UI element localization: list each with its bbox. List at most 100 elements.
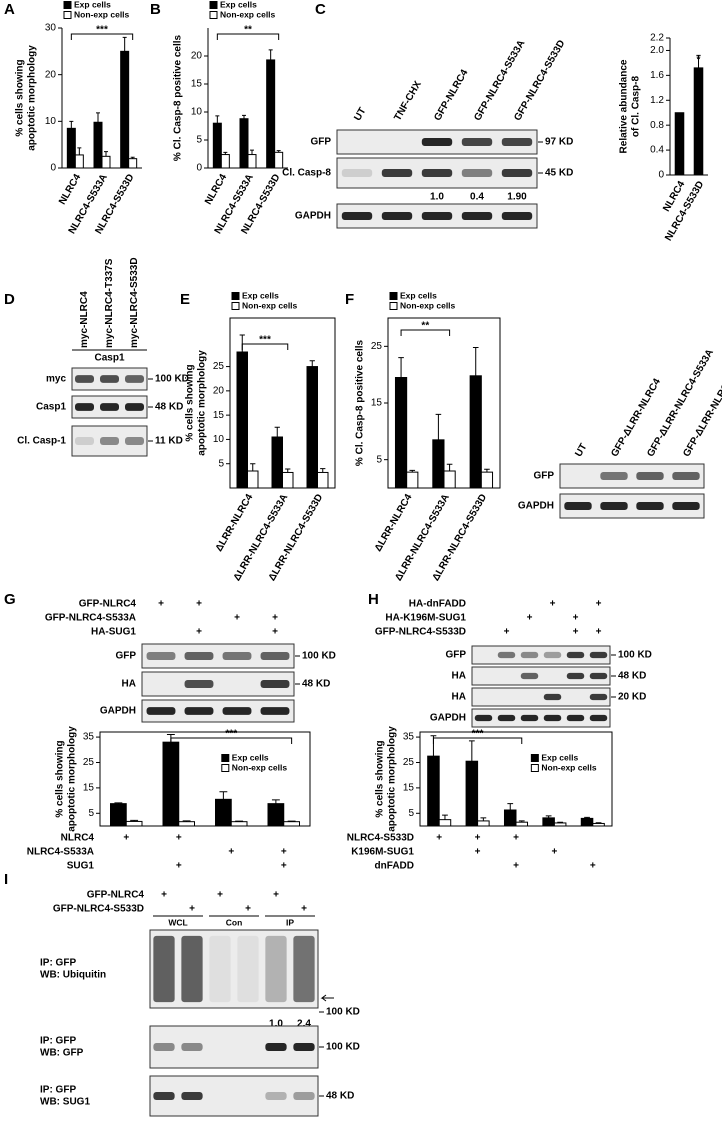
blot-band [600,472,628,480]
group-label: WCL [168,917,187,927]
group-label: IP [286,917,294,927]
legend-swatch [63,1,72,9]
bar [274,151,284,169]
y-axis-label: % cells showing [55,740,66,817]
marker-label: 11 KD [155,436,183,447]
blot-band [222,707,252,715]
blot-band [181,1092,203,1100]
y-tick-label: 1.6 [650,70,664,81]
error-bar [219,791,228,800]
condition-mark: + [590,861,596,872]
y-tick-label: 20 [45,69,57,80]
blot-band [497,651,516,659]
legend-label: Exp cells [541,752,578,762]
y-tick-label: 0 [658,170,664,181]
blot-band [75,403,94,411]
blot-band [293,935,315,1003]
quant-label: 1.0 [430,192,444,203]
row-label: GAPDH [295,211,331,222]
treatment-mark: + [596,627,602,638]
bar [282,471,294,489]
marker-label: 100 KD [618,650,652,661]
error-bar [250,463,256,471]
treatment-mark: + [234,613,240,624]
error-bar [235,820,244,822]
error-bar [468,740,475,762]
error-bar [122,36,127,52]
condition-mark: + [228,847,234,858]
treatment-label: HA-dnFADD [409,599,466,610]
plot-frame [99,731,311,827]
legend-label: Non-exp cells [541,762,597,772]
blot-band [125,375,144,383]
y-tick-label: 25 [371,341,383,352]
blot-band [501,212,533,220]
legend-swatch [530,754,539,762]
error-bar [507,803,514,810]
row-label: IP: GFP [40,1036,76,1047]
legend-swatch [389,292,398,300]
row-label: myc [46,374,66,385]
panel-label: E [180,291,190,308]
row-label: GAPDH [518,501,554,512]
treatment-mark: + [217,890,223,901]
header-label: Casp1 [94,353,124,364]
condition-mark: + [176,861,182,872]
error-bar [518,820,525,823]
quant-label: 1.0 [269,1019,283,1030]
legend-label: Non-exp cells [74,9,130,19]
y-axis-label: apoptotic morphology [197,350,208,456]
condition-label: SUG1 [67,861,95,872]
blot-band [636,502,664,510]
y-axis-label: apoptotic morphology [67,726,78,832]
y-tick-label: 0.8 [650,120,664,131]
marker-label: 45 KD [545,168,573,179]
legend-label: Exp cells [220,0,257,9]
y-axis-label: apoptotic morphology [27,45,38,151]
lane-label: TNF-CHX [392,79,424,123]
condition-mark: + [176,833,182,844]
row-label: WB: Ubiquitin [40,970,106,981]
significance-bracket [170,737,293,744]
condition-label: NLRC4 [61,833,95,844]
condition-mark: + [513,833,519,844]
legend-label: Exp cells [74,0,111,9]
error-bar [285,468,291,473]
bar [438,819,452,827]
significance-bracket [216,33,280,40]
row-label: GFP [115,651,136,662]
y-tick-label: 25 [83,757,95,768]
treatment-label: GFP-NLRC4-S533A [45,613,136,624]
condition-mark: + [551,847,557,858]
blot-band [75,437,94,445]
blot-band [184,707,214,715]
bar [477,820,490,827]
blot-band [222,652,252,660]
significance-bracket [400,329,451,336]
significance-label: *** [225,729,237,740]
blot-band [125,403,144,411]
treatment-label: HA-K196M-SUG1 [385,613,466,624]
blot-band [501,169,533,177]
y-axis-label: apoptotic morphology [387,726,398,832]
error-bar [557,821,564,823]
bar [247,470,259,489]
bar [432,439,445,489]
condition-label: NLRC4-S533D [347,833,414,844]
bar [674,112,685,176]
error-bar [409,469,416,473]
blot-band [265,935,287,1003]
condition-mark: + [123,833,129,844]
row-label: HA [452,671,466,682]
error-bar [595,822,602,824]
error-bar [398,357,404,378]
bar [306,366,318,489]
x-tick-label: NLRC4 [203,172,229,207]
blot-band [543,693,562,701]
blot-band [461,169,493,177]
row-label: GFP [445,650,466,661]
y-tick-label: 5 [376,454,382,465]
blot-band [501,138,533,146]
y-axis-label: of Cl. Casp-8 [631,76,642,138]
blot-band [100,403,119,411]
